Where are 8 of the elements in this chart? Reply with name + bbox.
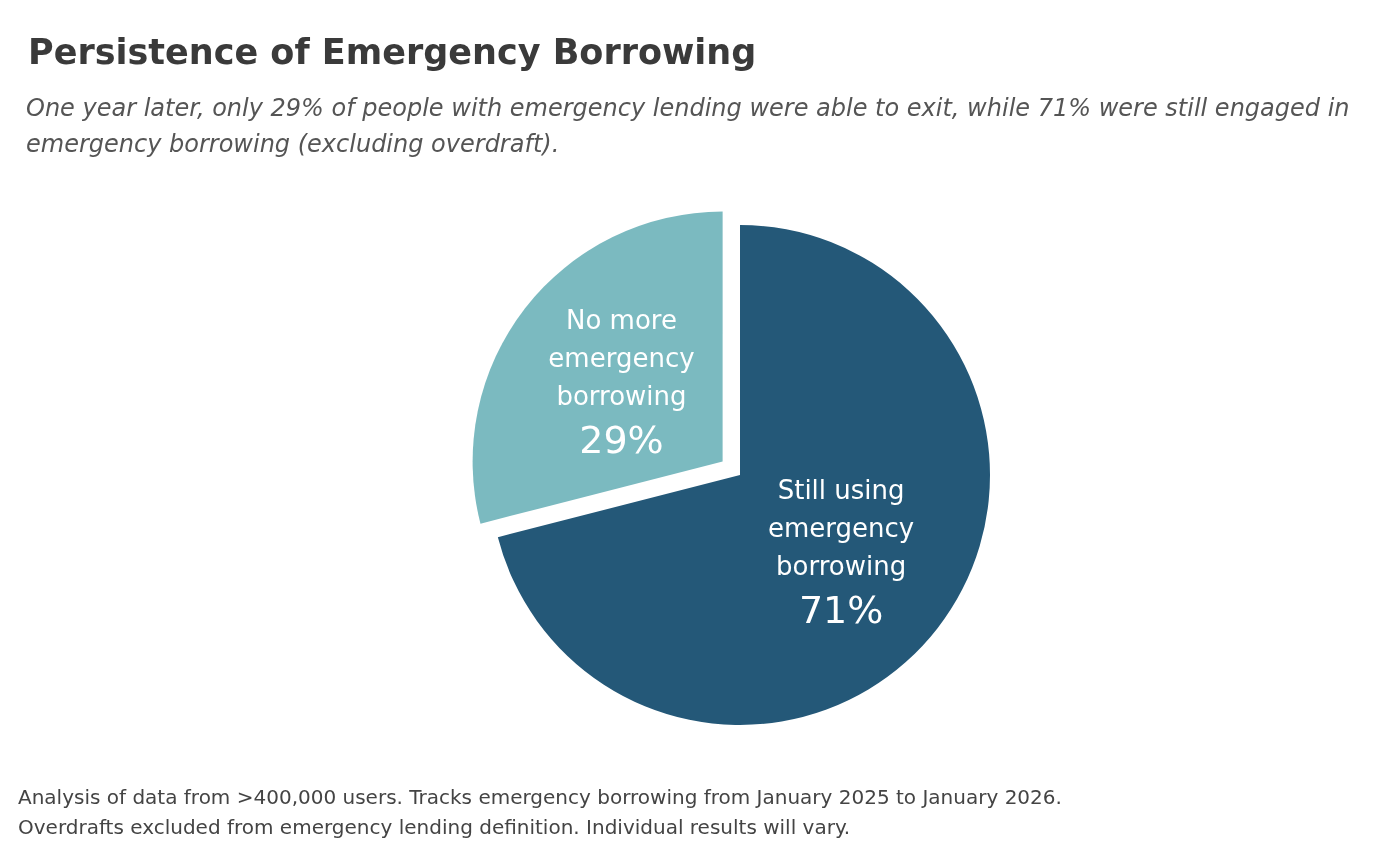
data-label: 71% <box>798 588 884 633</box>
chart-subtitle: One year later, only 29% of people with emergency lending were able to exit, while 71% were still engaged in emergency borrowing (excluding overdraft). <box>26 93 1351 160</box>
text: Overdrafts excluded from emergency lending definition. Individual results will vary. <box>18 814 852 841</box>
slice-label: No more emergency borrowing <box>548 305 695 412</box>
data-label: 29% <box>579 418 664 463</box>
chart-title: Persistence of Emergency Borrowing <box>28 32 757 72</box>
text: Analysis of data from >400,000 users. Tracks emergency borrowing from January 2025 to January 2026. <box>18 784 1062 811</box>
slice-label: Still using emergency borrowing <box>768 475 915 582</box>
